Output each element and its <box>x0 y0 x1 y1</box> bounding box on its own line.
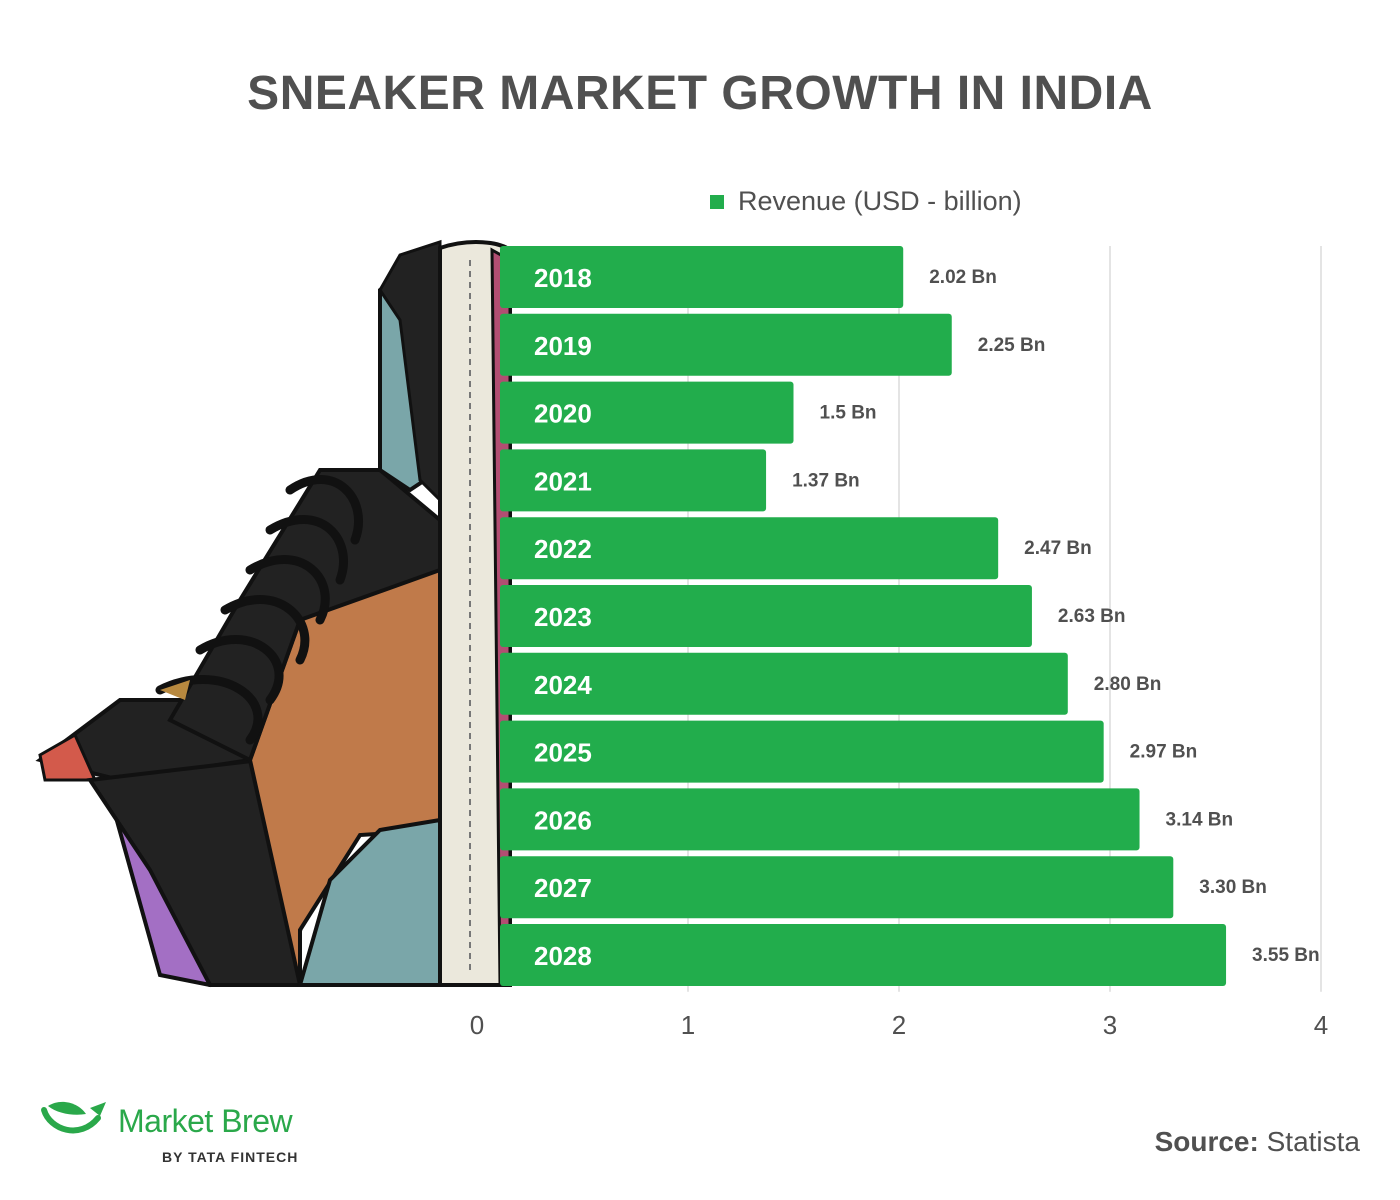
legend: Revenue (USD - billion) <box>710 186 1022 217</box>
bar <box>500 313 952 376</box>
value-label: 2.80 Bn <box>1094 674 1162 695</box>
brand-name: Market Brew <box>118 1103 293 1139</box>
value-label: 3.14 Bn <box>1166 809 1234 830</box>
source-value: Statista <box>1266 1126 1360 1157</box>
category-label: 2027 <box>534 873 592 903</box>
bar <box>500 924 1227 986</box>
source-note: Source: Statista <box>1155 1126 1360 1158</box>
x-tick-label: 4 <box>1314 1010 1328 1040</box>
x-tick-label: 3 <box>1103 1010 1117 1040</box>
bar <box>500 449 767 512</box>
bar <box>500 381 794 444</box>
category-label: 2022 <box>534 534 592 564</box>
category-label: 2026 <box>534 805 592 835</box>
bar <box>500 585 1032 647</box>
category-label: 2019 <box>534 331 592 361</box>
value-label: 2.25 Bn <box>978 335 1046 356</box>
legend-label: Revenue (USD - billion) <box>738 186 1022 216</box>
category-label: 2018 <box>534 263 592 293</box>
value-label: 2.63 Bn <box>1058 606 1126 627</box>
bar <box>500 856 1174 919</box>
value-label: 2.02 Bn <box>929 267 997 288</box>
value-label: 2.47 Bn <box>1024 538 1092 559</box>
value-label: 3.55 Bn <box>1252 945 1320 966</box>
category-label: 2021 <box>534 466 592 496</box>
value-label: 3.30 Bn <box>1199 877 1267 898</box>
category-label: 2028 <box>534 941 592 971</box>
category-label: 2023 <box>534 602 592 632</box>
bar <box>500 788 1140 851</box>
leaf-bowl-icon <box>40 1096 110 1147</box>
category-label: 2025 <box>534 738 592 768</box>
legend-swatch <box>710 194 724 209</box>
x-tick-label: 1 <box>681 1010 695 1040</box>
bar <box>500 720 1104 783</box>
bar <box>500 246 904 308</box>
category-labels: 2018 2019 2020 2021 2022 2023 2024 2025 2026 2027… <box>534 263 592 971</box>
value-labels: 2.02 Bn 2.25 Bn 1.5 Bn 1.37 Bn 2.47 Bn 2.63 B… <box>792 267 1320 966</box>
chart-title: SNEAKER MARKET GROWTH IN INDIA <box>247 67 1153 120</box>
value-label: 1.37 Bn <box>792 470 860 491</box>
brand-subtitle: BY TATA FINTECH <box>162 1149 299 1165</box>
category-label: 2020 <box>534 399 592 429</box>
x-axis-ticks: 0 1 2 3 4 <box>470 1010 1328 1040</box>
brand-logo: Market Brew BY TATA FINTECH <box>40 1096 298 1165</box>
category-label: 2024 <box>534 670 592 700</box>
bar <box>500 652 1068 715</box>
x-tick-label: 0 <box>470 1010 484 1040</box>
x-tick-label: 2 <box>892 1010 906 1040</box>
value-label: 1.5 Bn <box>820 403 877 424</box>
sneaker-illustration <box>35 239 512 988</box>
source-label: Source: <box>1154 1126 1259 1157</box>
bar <box>500 517 999 580</box>
value-label: 2.97 Bn <box>1130 742 1198 763</box>
bars <box>500 246 1227 986</box>
